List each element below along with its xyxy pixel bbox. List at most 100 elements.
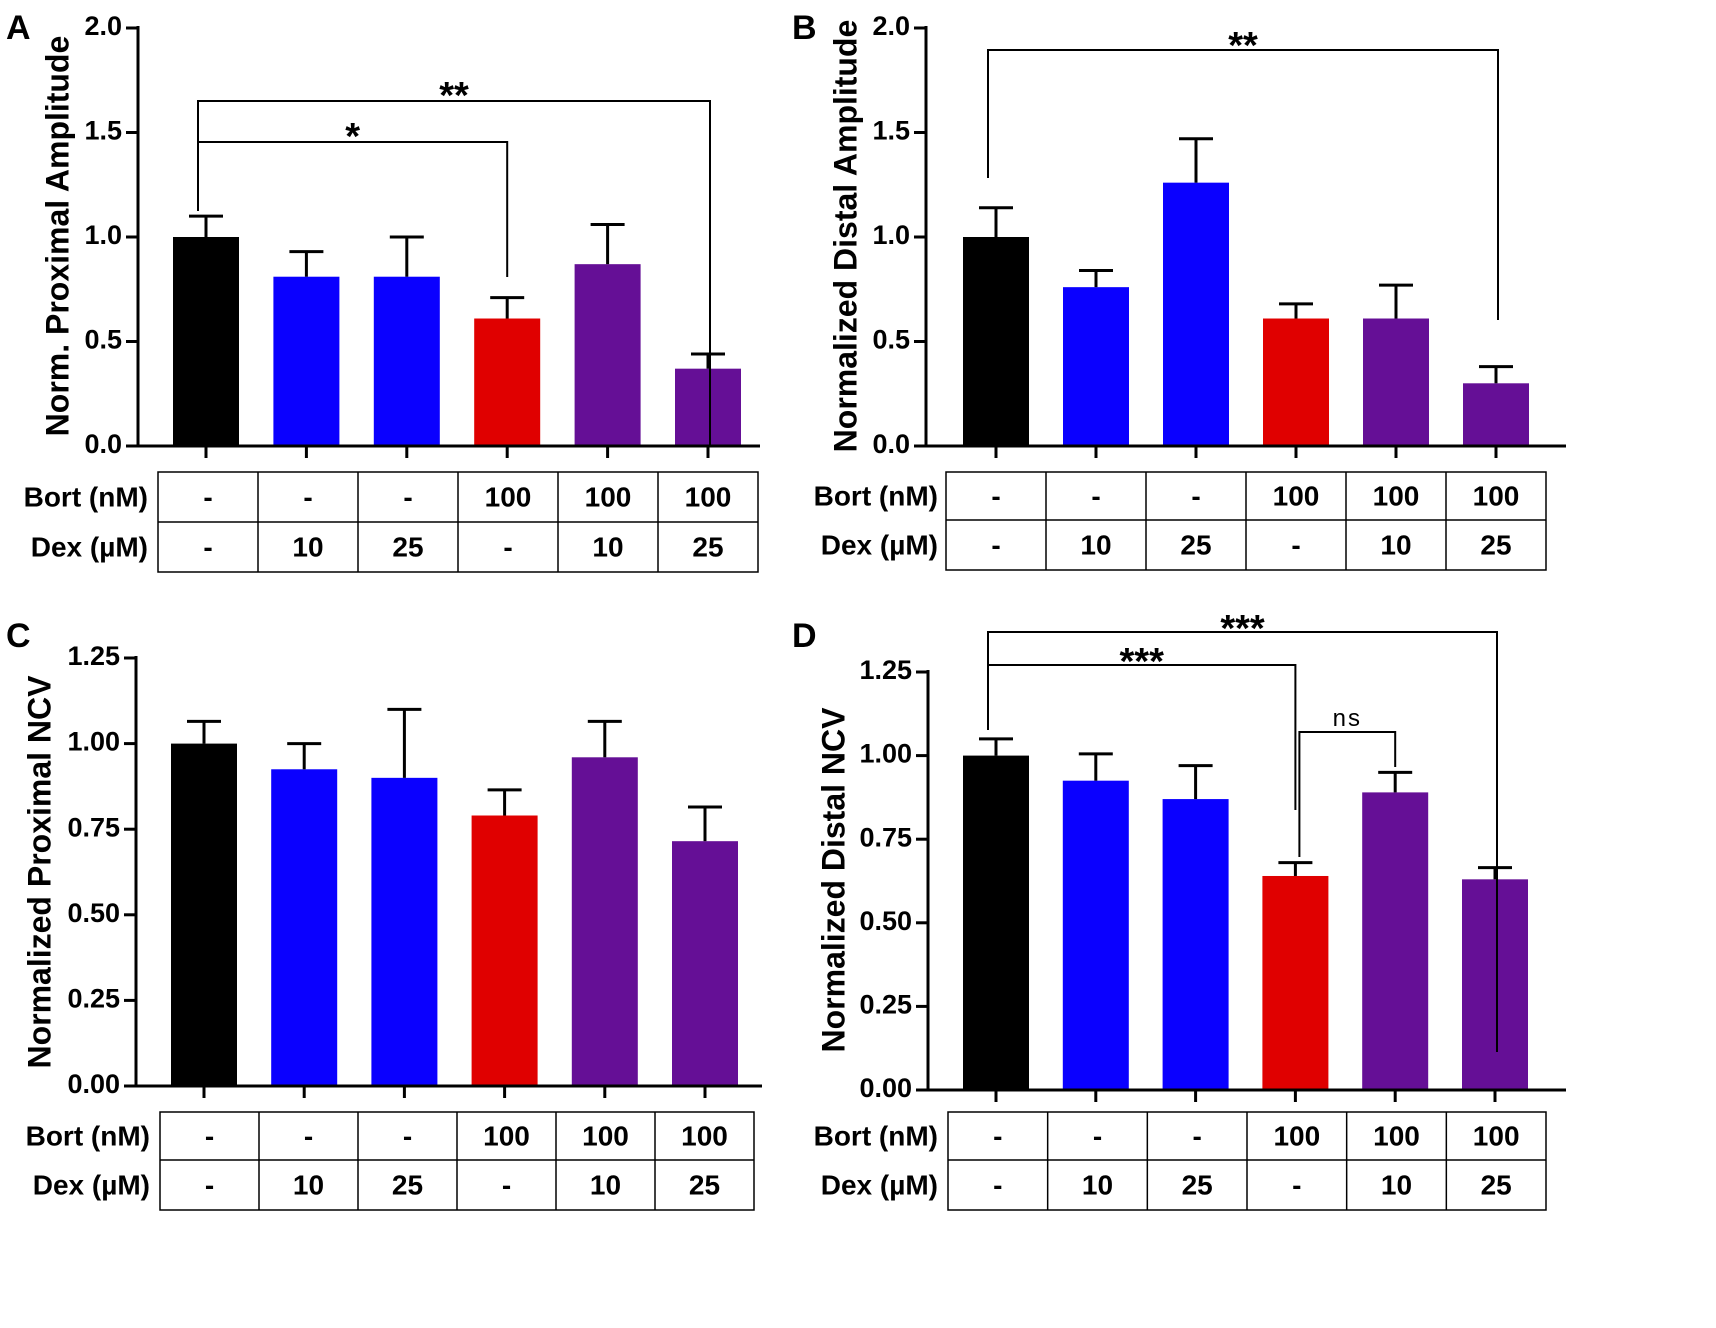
y-tick-label: 1.00 xyxy=(859,739,912,769)
table-cell: 100 xyxy=(1473,480,1520,511)
bar xyxy=(1363,318,1429,446)
table-cell: 100 xyxy=(585,481,632,512)
y-tick-label: 1.5 xyxy=(84,116,122,146)
bar xyxy=(373,276,440,446)
table-cell: 25 xyxy=(689,1169,720,1200)
panel-letter: A xyxy=(6,9,31,47)
table-cell: 10 xyxy=(293,1169,324,1200)
y-tick-label: 0.5 xyxy=(84,325,122,355)
bar xyxy=(1163,182,1229,446)
table-cell: 25 xyxy=(1480,529,1511,560)
bar xyxy=(271,769,338,1086)
table-cell: 10 xyxy=(1381,1169,1412,1200)
table-cell: 10 xyxy=(1082,1169,1113,1200)
bracket-line xyxy=(197,141,509,277)
y-tick-label: 1.0 xyxy=(84,220,122,250)
bracket-line xyxy=(987,49,1499,320)
bar xyxy=(1063,287,1129,446)
table-cell: 100 xyxy=(1273,1120,1320,1151)
bar xyxy=(171,743,237,1086)
y-tick-label: 1.0 xyxy=(872,220,910,250)
table-row-label: Dex (µM) xyxy=(33,1169,150,1200)
bar xyxy=(273,276,340,446)
table-cell: 100 xyxy=(485,481,532,512)
table-cell: 100 xyxy=(1273,480,1320,511)
significance-label: * xyxy=(345,116,360,158)
y-tick-label: 1.25 xyxy=(67,641,120,671)
table-cell: - xyxy=(1093,1120,1102,1151)
table-cell: - xyxy=(203,531,212,562)
table-row-label: Dex (µM) xyxy=(821,1169,938,1200)
table-row-label: Bort (nM) xyxy=(814,480,938,511)
significance-bracket: ** xyxy=(987,25,1499,320)
significance-bracket: ns xyxy=(1298,705,1397,857)
significance-label: *** xyxy=(1120,641,1165,683)
table-cell: - xyxy=(991,529,1000,560)
table-row-label: Dex (µM) xyxy=(31,531,148,562)
table-cell: 100 xyxy=(1373,1120,1420,1151)
bar xyxy=(963,755,1029,1090)
y-tick-label: 1.5 xyxy=(872,116,910,146)
y-tick-label: 2.0 xyxy=(84,11,122,41)
table-cell: - xyxy=(1193,1120,1202,1151)
table-cell: - xyxy=(1292,1169,1301,1200)
significance-label: ** xyxy=(1228,25,1258,67)
table-cell: - xyxy=(403,1120,412,1151)
table-cell: - xyxy=(205,1169,214,1200)
table-cell: - xyxy=(993,1169,1002,1200)
table-cell: - xyxy=(1191,480,1200,511)
significance-bracket: * xyxy=(197,116,509,277)
significance-label: ** xyxy=(439,75,469,117)
bar xyxy=(675,368,741,446)
table-cell: - xyxy=(203,481,212,512)
table-cell: 25 xyxy=(1182,1169,1213,1200)
condition-table: Bort (nM) - - - 100 100 100 Dex (µM) - 10 25 - 10 25 xyxy=(814,471,1547,571)
table-cell: - xyxy=(1091,480,1100,511)
y-tick-label: 0.0 xyxy=(84,429,122,459)
table-cell: 10 xyxy=(590,1169,621,1200)
bracket-line xyxy=(1298,731,1397,857)
table-cell: 100 xyxy=(1373,480,1420,511)
y-tick-label: 0.50 xyxy=(67,898,120,928)
table-cell: - xyxy=(1291,529,1300,560)
bar xyxy=(1262,875,1329,1090)
significance-bracket: *** xyxy=(987,641,1297,810)
bar xyxy=(1462,879,1528,1090)
table-cell: - xyxy=(503,531,512,562)
bar xyxy=(1362,792,1429,1090)
y-tick-label: 0.50 xyxy=(859,906,912,936)
table-cell: 100 xyxy=(685,481,732,512)
y-tick-label: 0.00 xyxy=(67,1069,120,1099)
bracket-line xyxy=(987,664,1297,810)
table-cell: 100 xyxy=(1473,1120,1520,1151)
y-tick-label: 0.75 xyxy=(859,822,912,852)
table-row-label: Dex (µM) xyxy=(821,529,938,560)
bar xyxy=(963,237,1029,446)
bar xyxy=(672,841,738,1086)
bar xyxy=(571,757,638,1086)
table-cell: 10 xyxy=(292,531,323,562)
table-cell: 100 xyxy=(582,1120,629,1151)
table-cell: - xyxy=(502,1169,511,1200)
table-cell: 10 xyxy=(592,531,623,562)
y-axis-title: Norm. Proximal Amplitude xyxy=(39,36,75,437)
table-cell: 10 xyxy=(1080,529,1111,560)
significance-label: *** xyxy=(1220,608,1265,650)
y-tick-label: 1.00 xyxy=(67,727,120,757)
panel-letter: C xyxy=(6,617,31,655)
bar xyxy=(173,237,239,446)
bar xyxy=(371,777,438,1086)
table-cell: 10 xyxy=(1380,529,1411,560)
bar xyxy=(1162,799,1229,1090)
table-cell: 100 xyxy=(681,1120,728,1151)
y-tick-label: 0.25 xyxy=(859,990,912,1020)
y-tick-label: 0.0 xyxy=(872,429,910,459)
bar xyxy=(1062,780,1129,1090)
table-cell: 100 xyxy=(483,1120,530,1151)
table-cell: 25 xyxy=(1481,1169,1512,1200)
bar xyxy=(1463,383,1529,446)
panel-letter: B xyxy=(792,9,817,47)
table-cell: - xyxy=(403,481,412,512)
table-row-label: Bort (nM) xyxy=(26,1120,150,1151)
